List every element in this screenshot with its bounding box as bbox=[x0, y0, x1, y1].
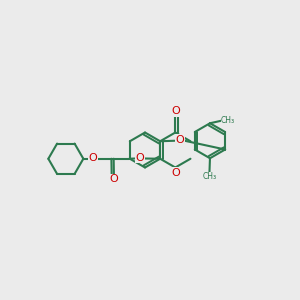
Text: CH₃: CH₃ bbox=[221, 116, 235, 125]
Text: CH₃: CH₃ bbox=[203, 172, 217, 181]
Text: O: O bbox=[135, 152, 144, 163]
Text: O: O bbox=[175, 135, 184, 145]
Text: O: O bbox=[89, 153, 98, 163]
Text: O: O bbox=[171, 106, 180, 116]
Text: O: O bbox=[109, 174, 118, 184]
Text: O: O bbox=[171, 168, 180, 178]
